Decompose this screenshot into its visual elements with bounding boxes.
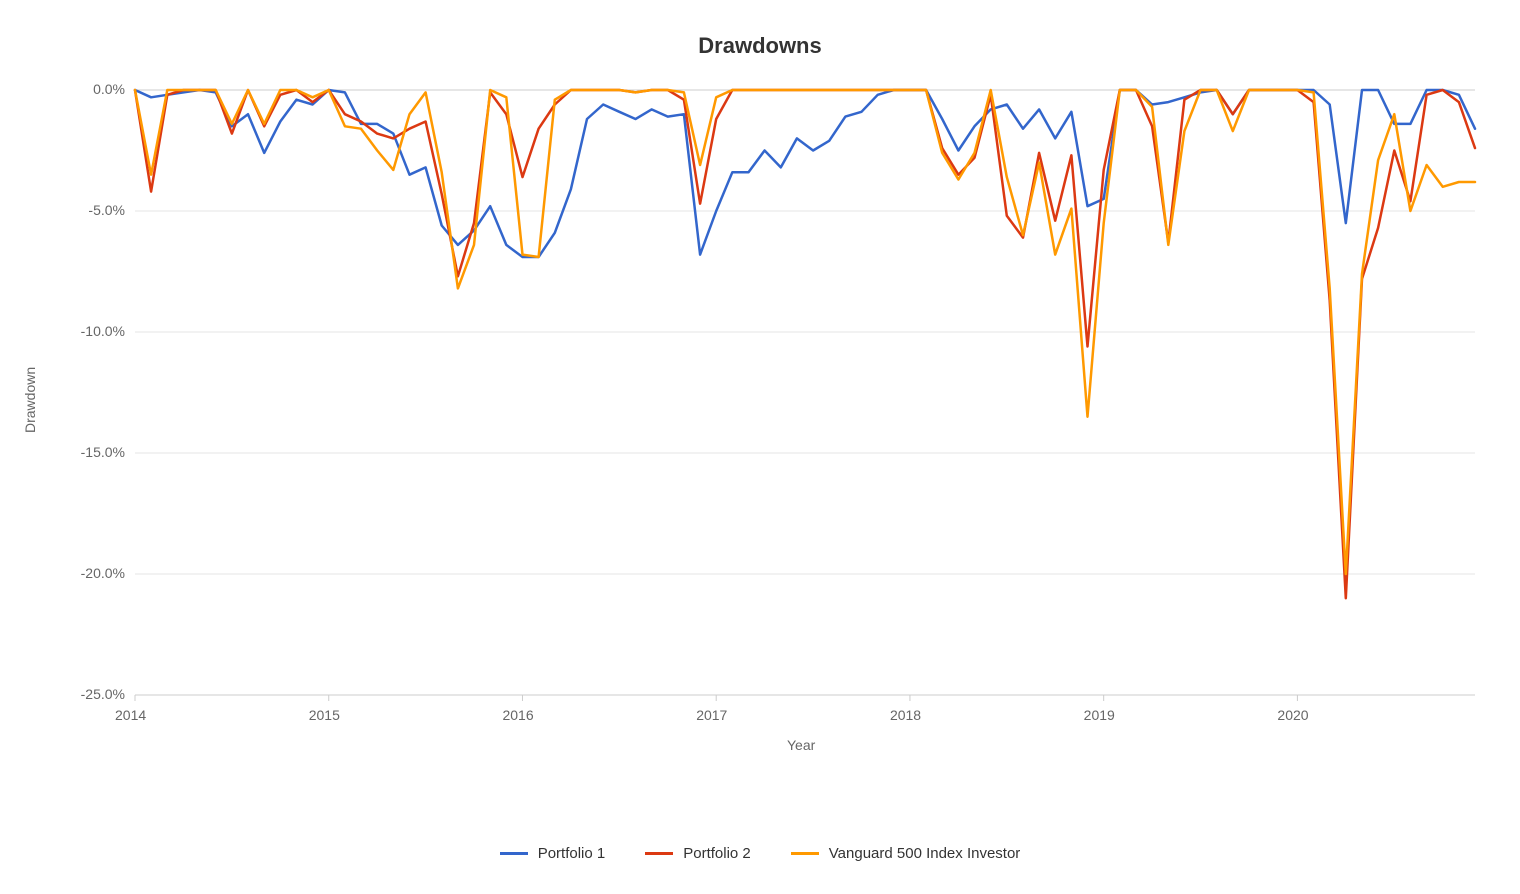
legend-item[interactable]: Portfolio 2 <box>645 845 751 862</box>
series-line[interactable] <box>135 90 1475 257</box>
legend-label: Vanguard 500 Index Investor <box>829 845 1021 862</box>
legend-swatch <box>500 852 528 855</box>
plot-area[interactable] <box>0 0 1520 894</box>
legend: Portfolio 1 Portfolio 2 Vanguard 500 Index… <box>0 845 1520 862</box>
drawdowns-chart: Drawdowns 0.0%-5.0%-10.0%-15.0%-20.0%-25… <box>0 0 1520 894</box>
legend-item[interactable]: Vanguard 500 Index Investor <box>791 845 1021 862</box>
legend-swatch <box>791 852 819 855</box>
legend-label: Portfolio 2 <box>683 845 751 862</box>
series-line[interactable] <box>135 90 1475 598</box>
legend-swatch <box>645 852 673 855</box>
legend-item[interactable]: Portfolio 1 <box>500 845 606 862</box>
legend-label: Portfolio 1 <box>538 845 606 862</box>
